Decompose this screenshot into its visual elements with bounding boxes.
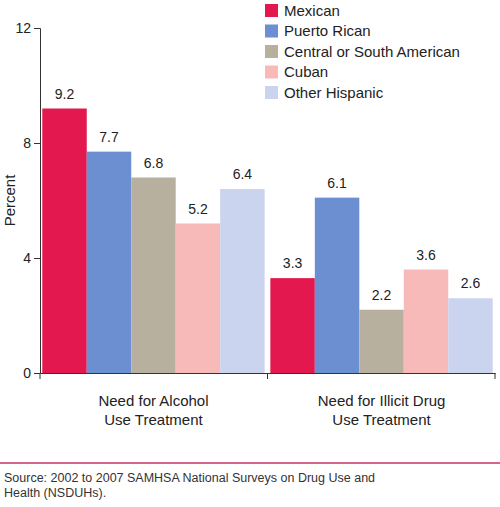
legend-swatch (265, 25, 278, 38)
y-tick-label: 4 (23, 250, 31, 266)
bar (404, 270, 448, 374)
legend-label: Cuban (284, 63, 328, 80)
y-tick: 4 (23, 250, 40, 266)
bar (359, 310, 403, 373)
legend-item: Cuban (265, 63, 328, 80)
y-tick: 0 (23, 365, 40, 381)
y-tick-mark (34, 373, 40, 374)
data-label: 6.1 (327, 175, 347, 191)
x-axis: Need for AlcoholUse Treatment Need for Il… (41, 373, 496, 428)
data-label: 3.6 (416, 247, 436, 263)
legend-item: Puerto Rican (265, 22, 371, 39)
data-labels: 9.2 3.3 7.7 6.1 6.8 2.2 5.2 3.6 6.4 2.6 (55, 86, 481, 303)
legend-label: Mexican (284, 2, 340, 19)
bar (176, 224, 220, 374)
legend-label: Puerto Rican (284, 22, 371, 39)
y-tick-label: 0 (23, 365, 31, 381)
x-tick: Need for AlcoholUse Treatment (98, 373, 208, 428)
legend-label: Other Hispanic (284, 84, 384, 101)
y-tick-mark (34, 143, 40, 144)
x-tick: Need for Illicit DrugUse Treatment (318, 373, 446, 428)
x-separators (40, 373, 495, 379)
legend-swatch (265, 86, 278, 99)
bar (270, 278, 314, 373)
x-tick-label: Need for AlcoholUse Treatment (98, 392, 208, 429)
bar (220, 189, 264, 373)
legend-swatch (265, 66, 278, 79)
legend-swatch (265, 45, 278, 58)
data-label: 3.3 (283, 255, 303, 271)
legend-item: Mexican (265, 2, 340, 19)
data-label: 6.4 (233, 166, 253, 182)
bar (131, 178, 175, 374)
legend-swatch (265, 4, 278, 17)
legend-label: Central or South American (284, 43, 460, 60)
x-tick-label: Need for Illicit DrugUse Treatment (318, 392, 446, 429)
data-label: 6.8 (144, 155, 164, 171)
data-label: 9.2 (55, 86, 75, 102)
x-separator (267, 373, 268, 379)
y-tick-label: 8 (23, 135, 31, 151)
data-label: 2.6 (461, 275, 481, 291)
y-axis: 0 4 8 12 (15, 20, 40, 381)
y-tick: 12 (15, 20, 40, 36)
bar (315, 198, 359, 373)
y-axis-line (34, 29, 41, 374)
legend-item: Other Hispanic (265, 84, 384, 101)
y-tick: 8 (23, 135, 40, 151)
data-label: 2.2 (372, 287, 392, 303)
bars (42, 109, 492, 374)
x-separator (40, 373, 41, 379)
bar (448, 298, 492, 373)
bar (42, 109, 86, 374)
data-label: 7.7 (99, 129, 119, 145)
y-axis-title: Percent (1, 174, 18, 227)
y-tick-label: 12 (15, 20, 31, 36)
legend-item: Central or South American (265, 43, 460, 60)
chart: 04812Need for AlcoholUse TreatmentNeed f… (0, 0, 500, 507)
y-tick-mark (34, 28, 40, 29)
bar (87, 152, 131, 373)
data-label: 5.2 (188, 201, 208, 217)
source-rule (0, 462, 500, 464)
x-separator (495, 373, 496, 379)
source-note: Source: 2002 to 2007 SAMHSA National Sur… (4, 471, 375, 500)
y-tick-mark (34, 258, 40, 259)
legend: Mexican Puerto Rican Central or South Amer… (265, 2, 460, 101)
